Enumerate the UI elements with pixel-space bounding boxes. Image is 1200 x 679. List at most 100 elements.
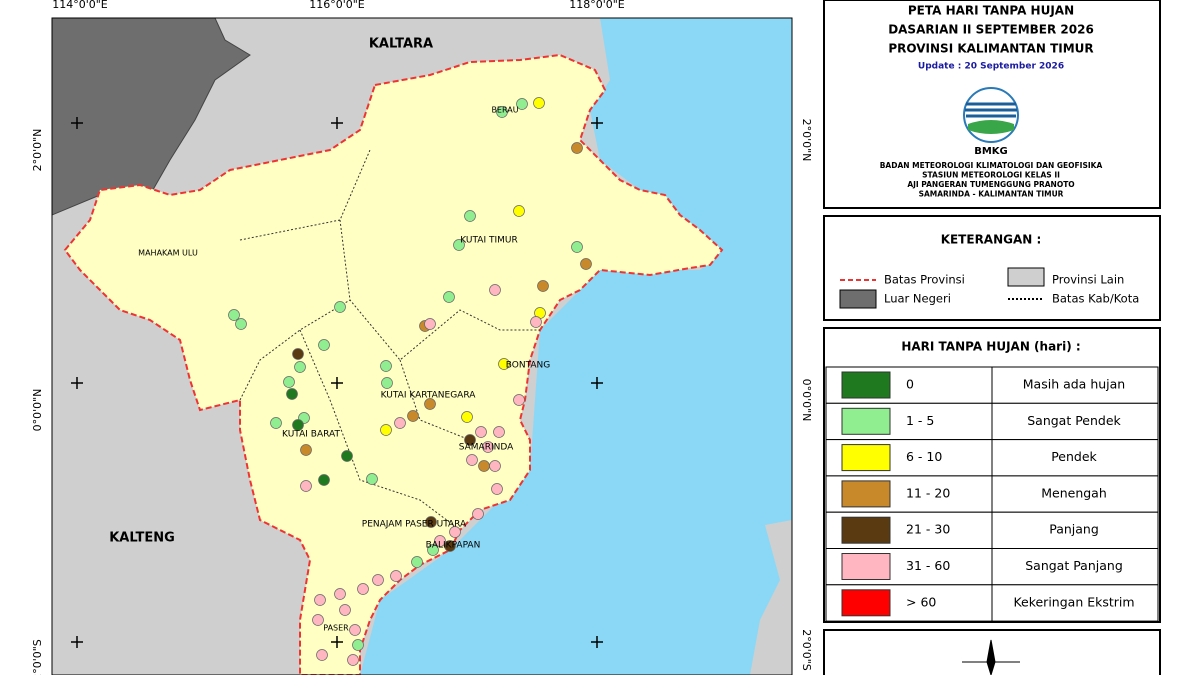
agency-line: AJI PANGERAN TUMENGGUNG PRANOTO: [907, 180, 1074, 189]
lat-label: 0°0'0"N: [800, 379, 813, 422]
lat-label: 2°0'0"S: [800, 629, 813, 671]
station-dot: [292, 419, 304, 431]
map-frame: KALTARA KALTENG BERAU KUTAI TIMUR MAHAKAM UL…: [52, 18, 792, 675]
station-dot: [349, 624, 361, 636]
station-dot: [334, 588, 346, 600]
legend-label: Kekeringan Ekstrim: [1013, 594, 1134, 609]
lon-label: 118°0'0"E: [569, 0, 625, 11]
legend-label: Masih ada hujan: [1023, 377, 1125, 392]
legend-label: Sangat Pendek: [1027, 413, 1121, 428]
legend-swatch: [841, 589, 891, 617]
legend-cell: [991, 475, 1159, 513]
station-dot: [489, 460, 501, 472]
sea: [360, 18, 792, 675]
station-dot: [533, 97, 545, 109]
region-label: BERAU: [491, 106, 518, 115]
station-dot: [292, 348, 304, 360]
agency-line: STASIUN METEOROLOGI KELAS II: [922, 171, 1060, 180]
station-dot: [472, 508, 484, 520]
station-dot: [443, 291, 455, 303]
station-dot: [411, 556, 423, 568]
lon-label: 114°0'0"E: [52, 0, 108, 11]
legend-range: > 60: [906, 594, 936, 609]
region-label: KALTENG: [109, 531, 175, 546]
foreign-country: [52, 18, 251, 216]
station-dot: [482, 441, 494, 453]
lat-label: 2°0'0"N: [800, 119, 813, 162]
agency-line: SAMARINDA - KALIMANTAN TIMUR: [919, 190, 1064, 199]
grid-cross: [71, 117, 83, 129]
station-dot: [466, 454, 478, 466]
station-dot: [283, 376, 295, 388]
station-dot: [318, 474, 330, 486]
station-dot: [493, 426, 505, 438]
title-line: PROVINSI KALIMANTAN TIMUR: [888, 42, 1093, 56]
grid-cross: [591, 636, 603, 648]
station-dot: [347, 654, 359, 666]
legend-swatch: [841, 480, 891, 508]
station-dot: [478, 460, 490, 472]
station-dot: [491, 483, 503, 495]
station-dot: [380, 360, 392, 372]
legend-cell: [991, 584, 1159, 622]
region-label: MAHAKAM ULU: [138, 249, 198, 258]
station-dot: [228, 309, 240, 321]
legend-range: 0: [906, 377, 914, 392]
keterangan-item: Batas Kab/Kota: [1052, 292, 1139, 306]
legend-title: HARI TANPA HUJAN (hari) :: [901, 340, 1080, 354]
station-dot: [407, 410, 419, 422]
keterangan-item: Luar Negeri: [884, 292, 951, 306]
station-dot: [380, 424, 392, 436]
station-dot: [235, 318, 247, 330]
station-dot: [316, 649, 328, 661]
station-dot: [496, 106, 508, 118]
station-dot: [580, 258, 592, 270]
station-dot: [427, 544, 439, 556]
station-dot: [513, 205, 525, 217]
station-dot: [300, 444, 312, 456]
station-dot: [449, 526, 461, 538]
grid-cross: [591, 117, 603, 129]
legend-range: 11 - 20: [906, 485, 950, 500]
keterangan-item: Batas Provinsi: [884, 273, 965, 287]
keterangan-box: [823, 215, 1161, 321]
other-province-sample: [1007, 267, 1045, 287]
region-label: SAMARINDA: [459, 443, 514, 453]
kalimantan-timur: [63, 53, 724, 675]
station-dot: [341, 450, 353, 462]
keterangan-item: Provinsi Lain: [1052, 273, 1124, 287]
station-dot: [390, 570, 402, 582]
station-dot: [424, 318, 436, 330]
station-dot: [286, 388, 298, 400]
station-dot: [489, 284, 501, 296]
logo-text: BMKG: [974, 146, 1008, 157]
graticule: [71, 117, 603, 648]
station-dot: [372, 574, 384, 586]
legend-label: Pendek: [1051, 449, 1097, 464]
station-dot: [444, 540, 456, 552]
legend-range: 21 - 30: [906, 522, 950, 537]
foreign-sample: [839, 289, 877, 309]
station-dot: [530, 316, 542, 328]
station-dot: [312, 614, 324, 626]
update-date: Update : 20 September 2026: [918, 62, 1064, 72]
station-dot: [464, 434, 476, 446]
station-dot: [475, 426, 487, 438]
lat-label: 2°0'0"N: [31, 129, 44, 172]
lon-label: 116°0'0"E: [309, 0, 365, 11]
station-dot: [339, 604, 351, 616]
regency-border: [239, 149, 540, 531]
title-line: PETA HARI TANPA HUJAN: [908, 4, 1074, 18]
legend-swatch: [841, 444, 891, 472]
station-dot: [434, 535, 446, 547]
coordinates: 114°0'0"E 116°0'0"E 118°0'0"E 2°0'0"N 2°0'0"…: [31, 0, 813, 679]
legend-label: Panjang: [1049, 522, 1099, 537]
legend-range: 6 - 10: [906, 449, 942, 464]
region-label: KUTAI KARTANEGARA: [381, 391, 477, 401]
station-dot: [571, 241, 583, 253]
station-dot: [424, 398, 436, 410]
legend-swatch: [841, 516, 891, 544]
station-dot: [453, 239, 465, 251]
station-dot: [294, 361, 306, 373]
